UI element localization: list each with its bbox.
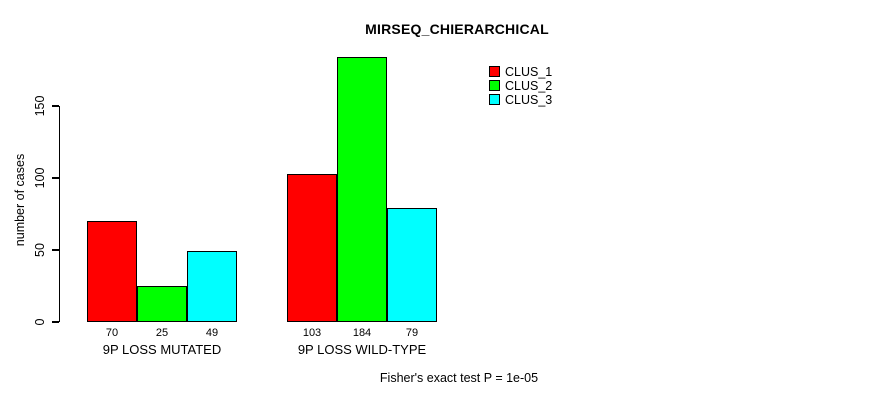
y-axis-label: number of cases xyxy=(13,153,27,247)
annotation-text: Fisher's exact test P = 1e-05 xyxy=(379,371,539,385)
category-label-group2: 9P LOSS WILD-TYPE xyxy=(297,342,427,357)
y-axis-tick-label: 100 xyxy=(33,167,47,189)
bar-value-label: 25 xyxy=(155,327,169,339)
bar-value-label: 70 xyxy=(105,327,119,339)
legend-label-clus_1: CLUS_1 xyxy=(505,65,553,79)
y-axis-tick-mark xyxy=(52,249,59,251)
bar-clus_3-group2 xyxy=(387,208,437,322)
y-axis-tick-mark xyxy=(52,177,59,179)
bar-value-label: 49 xyxy=(205,327,219,339)
legend-swatch-clus_3 xyxy=(489,94,500,105)
category-label-group1: 9P LOSS MUTATED xyxy=(102,342,222,357)
bar-clus_1-group2 xyxy=(287,173,337,322)
y-axis-tick-mark xyxy=(52,105,59,107)
legend-label-clus_3: CLUS_3 xyxy=(505,93,553,107)
y-axis-tick-label: 0 xyxy=(33,318,47,326)
y-axis-line xyxy=(59,106,61,322)
legend-swatch-clus_1 xyxy=(489,66,500,77)
bar-value-label: 184 xyxy=(352,327,372,339)
bar-clus_2-group1 xyxy=(137,286,187,322)
bar-clus_2-group2 xyxy=(337,57,387,322)
chart-title: MIRSEQ_CHIERARCHICAL xyxy=(365,21,549,37)
bar-value-label: 103 xyxy=(302,327,322,339)
bar-value-label: 79 xyxy=(405,327,419,339)
y-axis-tick-mark xyxy=(52,321,59,323)
legend-label-clus_2: CLUS_2 xyxy=(505,79,553,93)
y-axis-tick-label: 150 xyxy=(33,95,47,117)
bar-clus_3-group1 xyxy=(187,251,237,322)
y-axis-tick-label: 50 xyxy=(33,243,47,257)
legend-swatch-clus_2 xyxy=(489,80,500,91)
bar-clus_1-group1 xyxy=(87,221,137,322)
